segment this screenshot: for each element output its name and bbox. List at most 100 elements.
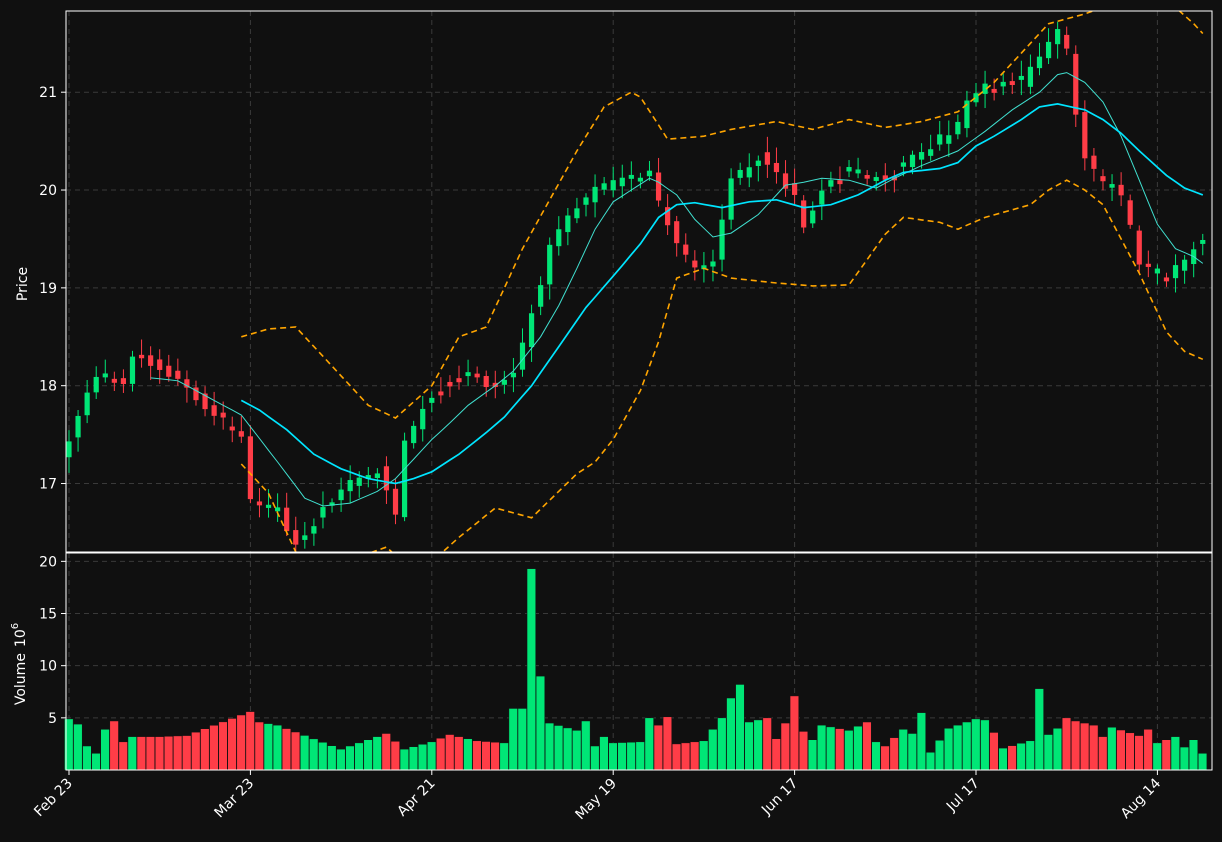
volume-bar-102: [989, 732, 999, 771]
volume-bar-104: [1007, 745, 1017, 771]
volume-tick-label-1: 10: [39, 659, 57, 675]
volume-bar-24: [281, 728, 292, 771]
candle-body-55: [565, 215, 571, 233]
candle-body-65: [655, 172, 662, 201]
volume-bar-112: [1080, 722, 1090, 771]
candle-body-50: [519, 342, 526, 370]
candle-34: [374, 468, 380, 489]
volume-bar-50: [517, 708, 527, 771]
candle-77: [764, 136, 770, 178]
candle-body-116: [1118, 184, 1124, 196]
volume-bar-107: [1034, 688, 1044, 771]
candle-116: [1118, 172, 1124, 207]
volume-bar-98: [953, 724, 963, 771]
candle-108: [1045, 28, 1052, 65]
candle-body-77: [764, 152, 770, 165]
volume-bar-96: [934, 740, 945, 771]
moving-average-long-line: [240, 103, 1204, 485]
candle-body-54: [556, 229, 562, 247]
candle-25: [293, 516, 299, 553]
candle-35: [383, 456, 390, 504]
candle-body-79: [782, 173, 789, 189]
candle-59: [601, 177, 607, 196]
volume-bar-108: [1043, 734, 1053, 771]
candle-111: [1073, 45, 1079, 127]
candle-body-120: [1154, 268, 1160, 274]
candle-37: [401, 432, 408, 522]
volume-bar-86: [844, 730, 854, 771]
volume-bar-99: [962, 721, 972, 771]
candle-70: [701, 252, 707, 283]
volume-bar-64: [644, 717, 654, 771]
volume-bar-34: [372, 736, 382, 771]
volume-bar-46: [481, 741, 491, 771]
candle-104: [1009, 72, 1015, 94]
candle-13: [184, 370, 190, 403]
candle-body-47: [492, 382, 498, 388]
candle-118: [1136, 225, 1142, 273]
candle-68: [683, 233, 689, 263]
candle-body-88: [864, 175, 870, 179]
candle-body-95: [928, 149, 934, 156]
candle-body-70: [701, 265, 707, 270]
candle-body-29: [329, 502, 335, 506]
volume-bar-93: [907, 733, 917, 771]
candle-16: [211, 391, 217, 426]
candle-26: [302, 521, 308, 549]
candle-body-34: [374, 473, 380, 479]
volume-bar-28: [318, 742, 328, 771]
volume-bar-59: [599, 736, 609, 771]
candle-body-51: [528, 313, 535, 348]
candle-60: [610, 166, 616, 198]
candle-7: [129, 350, 136, 392]
candle-body-10: [157, 359, 163, 370]
volume-bar-63: [635, 741, 645, 771]
volume-bar-4: [100, 729, 110, 771]
candle-body-100: [973, 93, 979, 103]
candle-body-119: [1145, 263, 1151, 267]
volume-bar-49: [508, 708, 518, 771]
volume-bar-11: [163, 736, 174, 771]
candle-body-78: [773, 162, 780, 173]
candle-body-42: [447, 381, 453, 387]
candle-body-105: [1018, 75, 1024, 80]
candle-49: [510, 357, 517, 393]
candle-86: [846, 160, 852, 178]
candle-125: [1200, 233, 1206, 256]
volume-bar-18: [227, 718, 237, 771]
candle-95: [928, 134, 934, 161]
candle-body-87: [855, 169, 861, 174]
volume-bar-2: [82, 745, 92, 771]
price-tick-label-4: 21: [39, 85, 57, 101]
volume-bar-19: [236, 714, 246, 771]
volume-bar-53: [544, 722, 555, 771]
volume-bar-118: [1134, 735, 1144, 771]
candle-45: [474, 366, 480, 383]
candle-body-5: [111, 378, 117, 383]
candle-87: [855, 157, 861, 179]
candle-52: [538, 276, 544, 316]
candle-38: [411, 420, 417, 449]
candle-body-62: [628, 174, 634, 179]
candle-body-16: [211, 405, 217, 416]
candle-body-118: [1136, 230, 1142, 265]
candle-100: [973, 83, 979, 107]
volume-bar-87: [853, 725, 863, 771]
candle-body-72: [719, 219, 725, 260]
candle-body-33: [365, 475, 371, 479]
volume-bar-95: [925, 752, 936, 771]
candle-body-94: [918, 152, 925, 160]
candle-body-36: [392, 488, 399, 515]
volume-bar-31: [345, 745, 355, 771]
volume-axis-label-text: Volume: [13, 653, 29, 705]
candle-110: [1064, 26, 1070, 56]
candle-body-74: [737, 169, 743, 178]
candle-10: [157, 349, 163, 384]
candle-47: [492, 370, 498, 399]
volume-bar-89: [871, 741, 881, 771]
volume-bar-75: [744, 721, 754, 771]
volume-bar-16: [209, 725, 219, 771]
candle-body-21: [256, 501, 263, 506]
candle-body-20: [247, 436, 253, 500]
